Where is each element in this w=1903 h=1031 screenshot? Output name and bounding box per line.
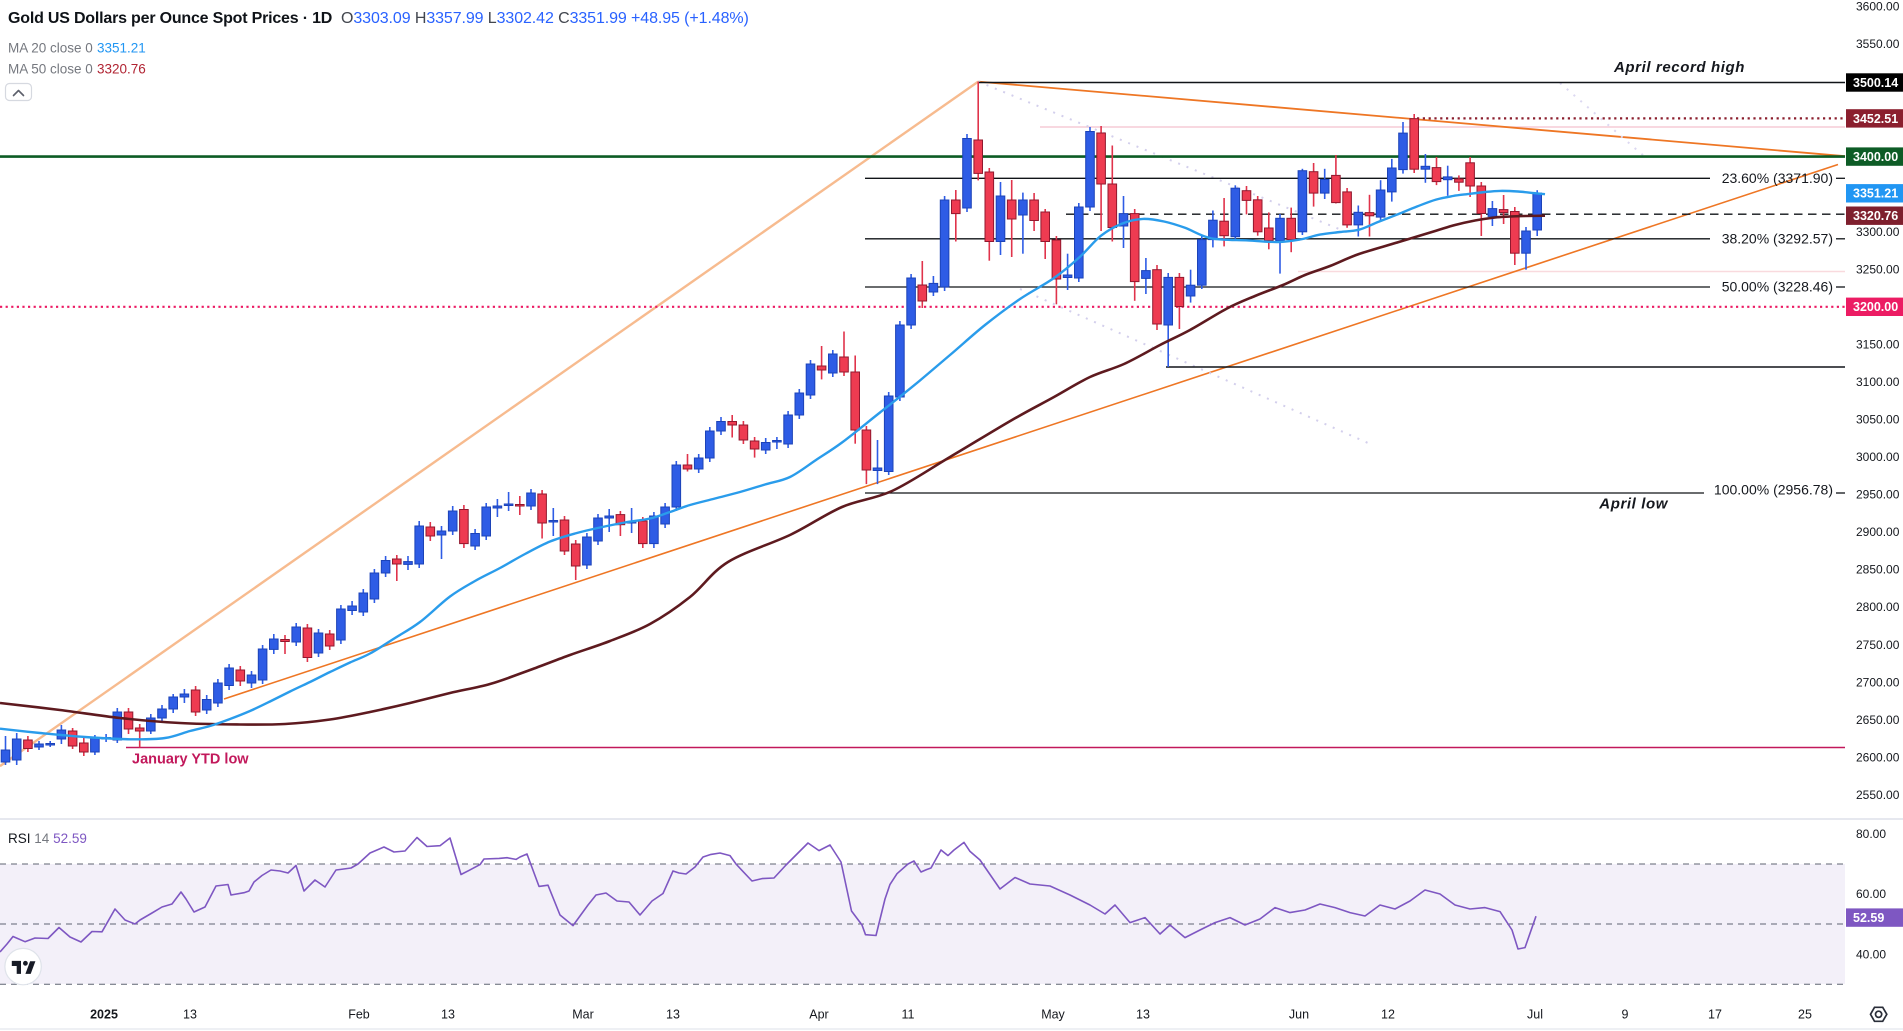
svg-text:3150.00: 3150.00: [1856, 338, 1900, 352]
svg-text:80.00: 80.00: [1856, 827, 1886, 841]
svg-text:2750.00: 2750.00: [1856, 638, 1900, 652]
svg-text:O3303.09 H3357.99 L3302.42 C33: O3303.09 H3357.99 L3302.42 C3351.99 +48.…: [341, 10, 749, 27]
svg-text:Apr: Apr: [809, 1008, 828, 1022]
svg-text:17: 17: [1708, 1008, 1722, 1022]
svg-text:3600.00: 3600.00: [1856, 0, 1900, 14]
svg-text:38.20% (3292.57): 38.20% (3292.57): [1722, 230, 1833, 246]
svg-text:3200.00: 3200.00: [1853, 300, 1898, 314]
svg-text:2550.00: 2550.00: [1856, 788, 1900, 802]
svg-text:3320.76: 3320.76: [1853, 209, 1898, 223]
svg-text:Mar: Mar: [572, 1008, 594, 1022]
svg-text:11: 11: [902, 1008, 915, 1022]
svg-text:Feb: Feb: [348, 1008, 370, 1022]
svg-text:3050.00: 3050.00: [1856, 413, 1900, 427]
svg-text:13: 13: [441, 1008, 455, 1022]
svg-text:MA 20 close 0: MA 20 close 0: [8, 41, 93, 56]
svg-text:13: 13: [1136, 1008, 1150, 1022]
svg-text:May: May: [1041, 1008, 1065, 1022]
svg-text:April record high: April record high: [1613, 59, 1745, 76]
svg-text:13: 13: [183, 1008, 197, 1022]
svg-text:January YTD low: January YTD low: [132, 752, 249, 768]
svg-text:40.00: 40.00: [1856, 947, 1886, 961]
svg-text:2850.00: 2850.00: [1856, 563, 1900, 577]
svg-text:April low: April low: [1598, 496, 1668, 513]
svg-text:13: 13: [666, 1008, 680, 1022]
svg-text:2900.00: 2900.00: [1856, 525, 1900, 539]
svg-text:2650.00: 2650.00: [1856, 713, 1900, 727]
svg-text:50.00% (3228.46): 50.00% (3228.46): [1722, 279, 1833, 295]
svg-text:100.00% (2956.78): 100.00% (2956.78): [1714, 481, 1833, 497]
svg-text:RSI 14 52.59: RSI 14 52.59: [8, 831, 87, 846]
svg-text:3550.00: 3550.00: [1856, 37, 1900, 51]
svg-text:2025: 2025: [90, 1008, 118, 1022]
svg-text:3351.21: 3351.21: [97, 41, 146, 56]
svg-text:3351.21: 3351.21: [1853, 187, 1898, 201]
svg-text:52.59: 52.59: [1853, 911, 1884, 925]
svg-text:3000.00: 3000.00: [1856, 450, 1900, 464]
svg-text:MA 50 close 0: MA 50 close 0: [8, 62, 93, 77]
svg-text:2950.00: 2950.00: [1856, 488, 1900, 502]
svg-text:3320.76: 3320.76: [97, 62, 146, 77]
svg-text:23.60% (3371.90): 23.60% (3371.90): [1722, 170, 1833, 186]
svg-text:9: 9: [1622, 1008, 1629, 1022]
svg-text:2600.00: 2600.00: [1856, 750, 1900, 764]
svg-text:3500.14: 3500.14: [1853, 76, 1898, 90]
svg-text:2700.00: 2700.00: [1856, 675, 1900, 689]
svg-text:3452.51: 3452.51: [1853, 112, 1898, 126]
svg-text:3400.00: 3400.00: [1853, 150, 1898, 164]
svg-text:Jun: Jun: [1289, 1008, 1309, 1022]
svg-text:2800.00: 2800.00: [1856, 600, 1900, 614]
svg-text:25: 25: [1798, 1008, 1812, 1022]
svg-text:60.00: 60.00: [1856, 887, 1886, 901]
svg-text:Gold US Dollars per Ounce Spot: Gold US Dollars per Ounce Spot Prices · …: [8, 10, 332, 27]
svg-text:3100.00: 3100.00: [1856, 375, 1900, 389]
svg-text:Jul: Jul: [1527, 1008, 1543, 1022]
svg-text:3250.00: 3250.00: [1856, 262, 1900, 276]
svg-text:3300.00: 3300.00: [1856, 225, 1900, 239]
svg-text:12: 12: [1381, 1008, 1395, 1022]
